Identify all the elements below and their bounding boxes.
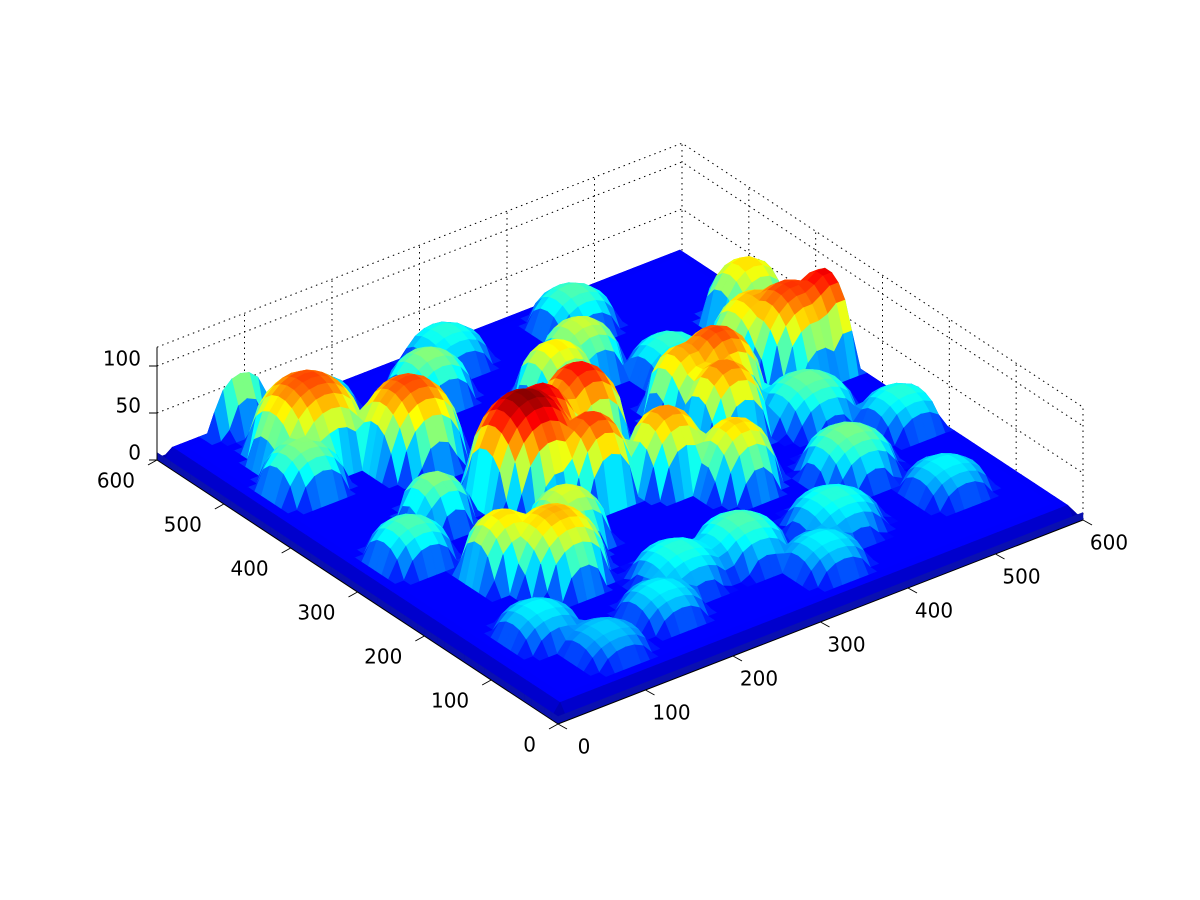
x-tick-label: 500 <box>1002 565 1040 589</box>
y-tick-label: 600 <box>97 469 135 493</box>
x-tick-mark <box>1082 519 1093 526</box>
y-tick-label: 400 <box>230 557 268 581</box>
x-tick-label: 400 <box>915 599 953 623</box>
x-tick-label: 600 <box>1090 531 1128 555</box>
y-tick-mark <box>214 503 225 510</box>
grid-line-z-level <box>156 208 1084 474</box>
y-tick-mark <box>481 679 492 686</box>
grid-line-z-level <box>156 142 1084 408</box>
x-tick-label: 0 <box>578 735 591 759</box>
x-tick-mark <box>907 587 918 594</box>
x-tick-label: 200 <box>740 667 778 691</box>
y-tick-label: 100 <box>431 689 469 713</box>
x-tick-mark <box>645 689 655 696</box>
x-tick-label: 100 <box>652 701 690 725</box>
y-tick-mark <box>348 591 358 598</box>
x-tick-mark <box>732 655 743 662</box>
grid-line-z-level <box>156 161 1084 427</box>
x-tick-label: 300 <box>827 633 865 657</box>
y-tick-label: 0 <box>523 733 536 757</box>
y-tick-mark <box>147 459 158 466</box>
x-tick-mark <box>557 723 568 730</box>
surface-layer <box>156 249 1084 725</box>
x-tick-mark <box>995 553 1005 560</box>
z-tick-label: 0 <box>128 441 141 465</box>
axes-layer <box>147 347 1093 730</box>
labels-layer: 0 100 200 300 400 500 600 0 100 200 300 400 500 600 0 5… <box>97 347 1128 759</box>
y-tick-label: 300 <box>297 601 335 625</box>
y-tick-mark <box>415 635 425 642</box>
y-tick-mark <box>548 723 559 730</box>
z-tick-label: 100 <box>103 347 141 371</box>
y-tick-mark <box>281 547 291 554</box>
x-tick-mark <box>820 621 830 628</box>
y-tick-label: 500 <box>164 513 202 537</box>
y-tick-label: 200 <box>364 645 402 669</box>
z-tick-label: 50 <box>116 394 141 418</box>
